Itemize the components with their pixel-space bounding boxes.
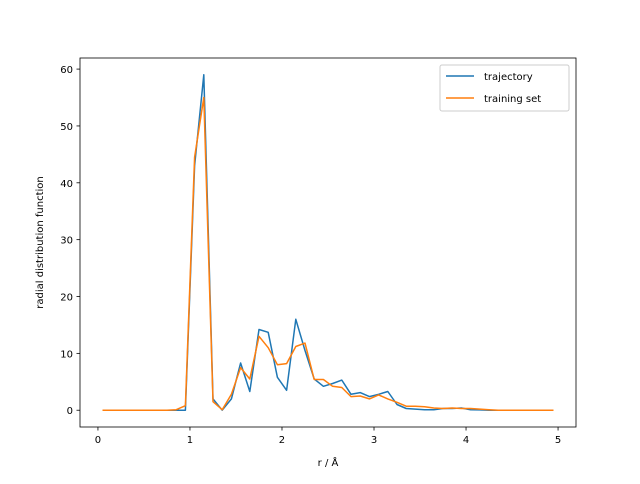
y-axis-label: radial distribution function xyxy=(35,176,46,308)
x-tick-label: 3 xyxy=(371,435,377,446)
legend: trajectory training set xyxy=(439,64,570,112)
x-tick-label: 4 xyxy=(463,435,469,446)
x-tick-label: 0 xyxy=(95,435,101,446)
y-tick-label: 0 xyxy=(67,406,73,417)
axes-frame xyxy=(79,57,577,428)
y-tick-label: 30 xyxy=(60,236,73,247)
x-tick-label: 1 xyxy=(187,435,193,446)
x-axis-label: r / Å xyxy=(318,456,339,469)
y-tick-label: 40 xyxy=(60,179,73,190)
series-line-training-set xyxy=(102,96,554,411)
series-line-trajectory xyxy=(102,74,554,411)
y-tick-label: 50 xyxy=(60,122,73,133)
y-tick-label: 60 xyxy=(60,65,73,76)
y-tick-label: 10 xyxy=(60,349,73,360)
plot-lines xyxy=(102,74,554,411)
legend-label-training-set: training set xyxy=(484,94,541,105)
x-tick-label: 2 xyxy=(279,435,285,446)
y-tick-label: 20 xyxy=(60,293,73,304)
legend-label-trajectory: trajectory xyxy=(484,72,533,83)
x-tick-label: 5 xyxy=(555,435,561,446)
